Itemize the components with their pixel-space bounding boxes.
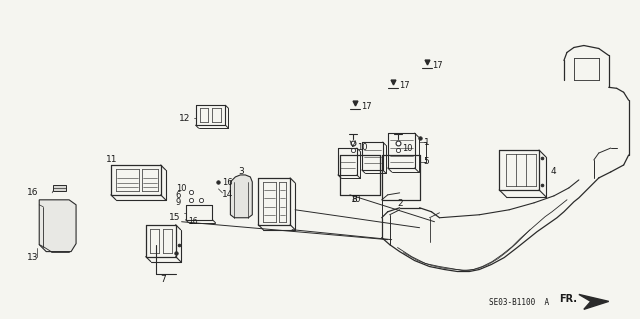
Text: 1: 1 xyxy=(424,137,429,146)
Text: 16: 16 xyxy=(223,178,233,187)
Text: 4: 4 xyxy=(551,167,557,176)
Text: 17: 17 xyxy=(361,102,371,111)
Text: 11: 11 xyxy=(106,155,117,165)
Text: 16: 16 xyxy=(28,188,39,197)
Text: 10: 10 xyxy=(357,143,367,152)
Text: 3: 3 xyxy=(238,167,244,176)
Text: 17: 17 xyxy=(433,61,443,70)
Text: 6: 6 xyxy=(175,191,181,200)
Text: 15: 15 xyxy=(169,213,180,222)
Text: 7: 7 xyxy=(161,275,166,284)
Polygon shape xyxy=(39,200,76,252)
Text: 8: 8 xyxy=(352,195,358,204)
Text: 14: 14 xyxy=(223,190,234,199)
Text: 10: 10 xyxy=(402,144,412,152)
Text: FR.: FR. xyxy=(559,294,577,304)
Text: 17: 17 xyxy=(399,81,410,90)
Text: 12: 12 xyxy=(179,114,190,123)
Text: 2: 2 xyxy=(397,199,403,208)
Text: SE03-B1100  A: SE03-B1100 A xyxy=(489,298,549,307)
Polygon shape xyxy=(230,175,252,218)
Text: 9: 9 xyxy=(175,198,181,207)
Text: 5: 5 xyxy=(424,158,429,167)
Text: 16: 16 xyxy=(189,217,198,226)
Polygon shape xyxy=(579,294,609,309)
Text: 13: 13 xyxy=(28,253,39,262)
Text: 10: 10 xyxy=(350,195,360,204)
Polygon shape xyxy=(53,185,66,191)
Text: 10: 10 xyxy=(175,184,186,193)
